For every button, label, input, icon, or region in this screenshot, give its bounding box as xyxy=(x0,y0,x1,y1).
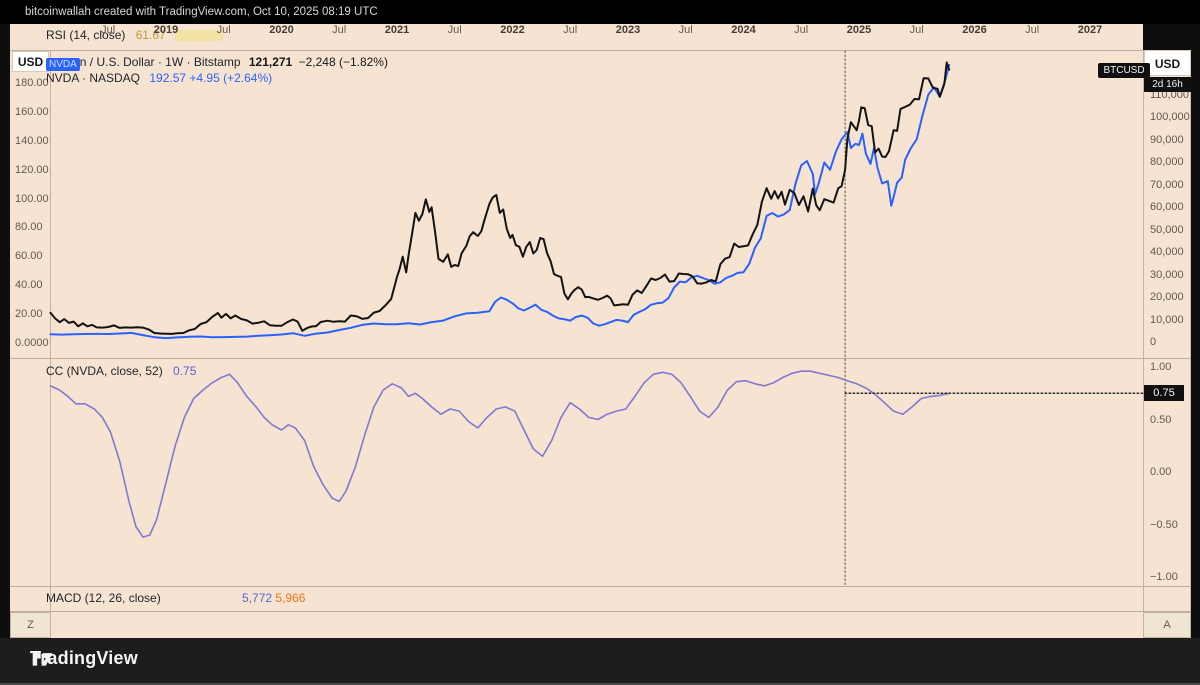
axis-tick-label: 100,000 xyxy=(1150,111,1190,124)
symbol-title: n / U.S. Dollar · 1W · Bitstamp xyxy=(79,55,241,69)
axis-tick-label: 80.00 xyxy=(15,221,43,234)
countdown-badge: 2d 16h xyxy=(1144,77,1191,92)
cc-pane-canvas[interactable] xyxy=(49,358,1144,587)
axis-tick-label: Jul xyxy=(332,24,347,36)
axis-tick-label: 2026 xyxy=(962,24,987,36)
axis-tick-label: Jul xyxy=(563,24,578,36)
macd-value-2: 5,966 xyxy=(275,591,306,605)
overlay-legend[interactable]: NVDA · NASDAQ 192.57 +4.95 (+2.64%) xyxy=(46,71,272,85)
axis-tick-label: 0.0000 xyxy=(15,337,49,349)
cc-line xyxy=(49,370,950,538)
axis-tick-label: 80,000 xyxy=(1150,156,1184,169)
macd-legend[interactable]: MACD (12, 26, close) 5,772 5,966 xyxy=(46,591,305,605)
chart-area[interactable]: RSI (14, close) 61.67 180.00 160.00 140.00… xyxy=(10,24,1191,638)
axis-tick-label: 60.00 xyxy=(15,250,43,263)
right-axis-currency-box[interactable]: USD xyxy=(1144,50,1191,76)
cc-value-badge: 0.75 xyxy=(1144,385,1184,401)
cc-legend[interactable]: CC (NVDA, close, 52) 0.75 xyxy=(46,364,196,378)
axis-tick-label: Jul xyxy=(447,24,462,36)
symbol-price: 121,271 xyxy=(248,55,293,69)
rsi-value: 61.67 xyxy=(135,28,166,42)
axis-tick-label: 30,000 xyxy=(1150,268,1184,281)
axis-tick-label: 180.00 xyxy=(15,77,49,89)
axis-tick-label: 40,000 xyxy=(1150,246,1184,259)
axis-tick-label: −0.50 xyxy=(1150,518,1178,531)
axis-tick-label: 20.00 xyxy=(15,308,43,321)
axis-tick-label: Jul xyxy=(794,24,809,36)
axis-tick-label: 90,000 xyxy=(1150,133,1184,146)
axis-tick-label: Jul xyxy=(216,24,231,36)
axis-tick-label: 2019 xyxy=(153,24,179,36)
axis-tick-label: 40.00 xyxy=(15,279,43,292)
timezone-corner-button[interactable]: Z xyxy=(10,612,51,638)
axis-tick-label: 2021 xyxy=(384,24,410,36)
axis-tick-label: 1.00 xyxy=(1150,361,1172,373)
symbol-selection-badge[interactable]: NVDA xyxy=(46,58,80,71)
attribution-text: bitcoinwallah created with TradingView.c… xyxy=(25,6,378,18)
axis-tick-label: 10,000 xyxy=(1150,313,1184,326)
axis-tick-label: 0.00 xyxy=(1150,466,1172,478)
rsi-label: RSI (14, close) xyxy=(46,28,126,42)
cc-value: 0.75 xyxy=(173,364,197,378)
rsi-legend[interactable]: RSI (14, close) 61.67 xyxy=(46,28,224,42)
axis-tick-label: 2022 xyxy=(500,24,525,36)
axis-tick-label: −1.00 xyxy=(1150,571,1178,583)
axis-separator xyxy=(10,611,1191,612)
axis-tick-label: 100.00 xyxy=(15,192,49,205)
axis-tick-label: 140.00 xyxy=(15,134,49,147)
overlay-values: 192.57 +4.95 (+2.64%) xyxy=(149,71,273,85)
symbol-badge: BTCUSD xyxy=(1098,63,1150,78)
axis-tick-label: 120.00 xyxy=(15,163,49,176)
axis-tick-label: 2024 xyxy=(731,24,756,36)
footer-edge-line xyxy=(0,683,1200,685)
pane-separator[interactable] xyxy=(10,50,1191,51)
btcusd-line xyxy=(49,61,951,335)
axis-tick-label: 70,000 xyxy=(1150,178,1184,191)
overlay-title: NVDA · NASDAQ xyxy=(46,71,141,85)
tradingview-logo-text: TradingView xyxy=(30,648,138,668)
rsi-axis-block xyxy=(1143,24,1191,50)
axis-tick-label: 2020 xyxy=(269,24,294,36)
left-axis-currency-box[interactable]: USD xyxy=(12,51,49,72)
axis-tick-label: 50,000 xyxy=(1150,223,1184,236)
footer-bar: TradingView xyxy=(0,638,1200,685)
pane-separator[interactable] xyxy=(10,358,1191,359)
axis-tick-label: 0.50 xyxy=(1150,413,1172,426)
axis-tick-label: Jul xyxy=(678,24,693,36)
axis-tick-label: 2023 xyxy=(615,24,641,36)
attribution-bar: bitcoinwallah created with TradingView.c… xyxy=(0,0,1200,24)
right-axis-border xyxy=(1143,50,1144,611)
nvda-line xyxy=(49,63,951,340)
rsi-highlight xyxy=(175,30,224,42)
axis-tick-label: 2027 xyxy=(1077,24,1103,36)
symbol-legend[interactable]: NVDA n / U.S. Dollar · 1W · Bitstamp 121,… xyxy=(46,55,388,71)
cc-label: CC (NVDA, close, 52) xyxy=(46,364,163,378)
axis-tick-label: 0 xyxy=(1150,336,1157,348)
symbol-change: −2,248 (−1.82%) xyxy=(298,55,388,69)
axis-tick-label: Jul xyxy=(101,24,116,36)
macd-value-1: 5,772 xyxy=(242,591,273,605)
price-pane-canvas[interactable] xyxy=(49,50,1143,359)
axis-tick-label: 2025 xyxy=(846,24,872,36)
tradingview-logo[interactable]: TradingView xyxy=(30,648,138,669)
auto-scale-corner-button[interactable]: A xyxy=(1143,612,1191,638)
axis-tick-label: 60,000 xyxy=(1150,201,1184,214)
pane-separator[interactable] xyxy=(10,586,1191,587)
axis-tick-label: 20,000 xyxy=(1150,291,1184,304)
axis-tick-label: Jul xyxy=(909,24,924,36)
axis-tick-label: 160.00 xyxy=(15,105,49,118)
left-axis-border xyxy=(50,50,51,611)
tradingview-logo-icon xyxy=(32,653,53,666)
axis-tick-label: Jul xyxy=(1025,24,1040,36)
macd-label: MACD (12, 26, close) xyxy=(46,591,161,605)
